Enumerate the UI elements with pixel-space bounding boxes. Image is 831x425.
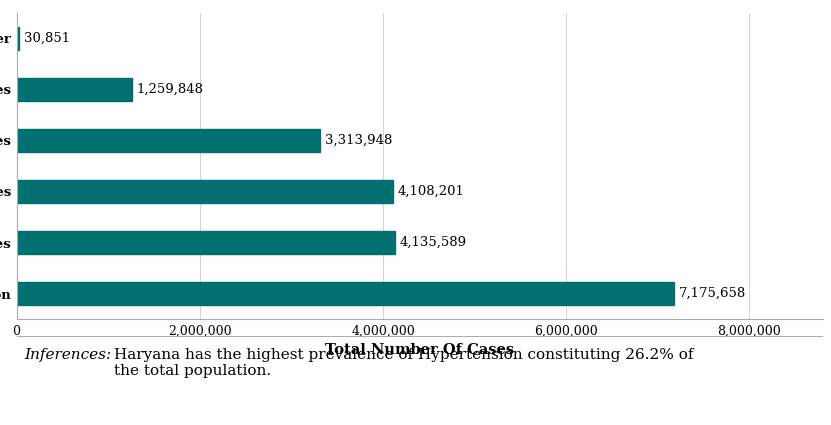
Bar (17, 180, 393, 203)
Bar (17, 129, 320, 152)
X-axis label: Total Number Of Cases: Total Number Of Cases (325, 343, 514, 357)
Text: 4,108,201: 4,108,201 (397, 185, 465, 198)
Bar (17, 282, 674, 305)
Text: 1,259,848: 1,259,848 (136, 83, 204, 96)
Text: Inferences:: Inferences: (25, 348, 112, 362)
Bar (17, 231, 396, 254)
Text: 4,135,589: 4,135,589 (400, 236, 467, 249)
Bar (17, 27, 19, 50)
Text: 3,313,948: 3,313,948 (325, 134, 392, 147)
Text: 7,175,658: 7,175,658 (678, 287, 745, 300)
Text: Haryana has the highest prevalence of Hypertension constituting 26.2% of
the tot: Haryana has the highest prevalence of Hy… (114, 348, 694, 378)
Text: 30,851: 30,851 (24, 32, 70, 45)
Bar (17, 78, 132, 101)
